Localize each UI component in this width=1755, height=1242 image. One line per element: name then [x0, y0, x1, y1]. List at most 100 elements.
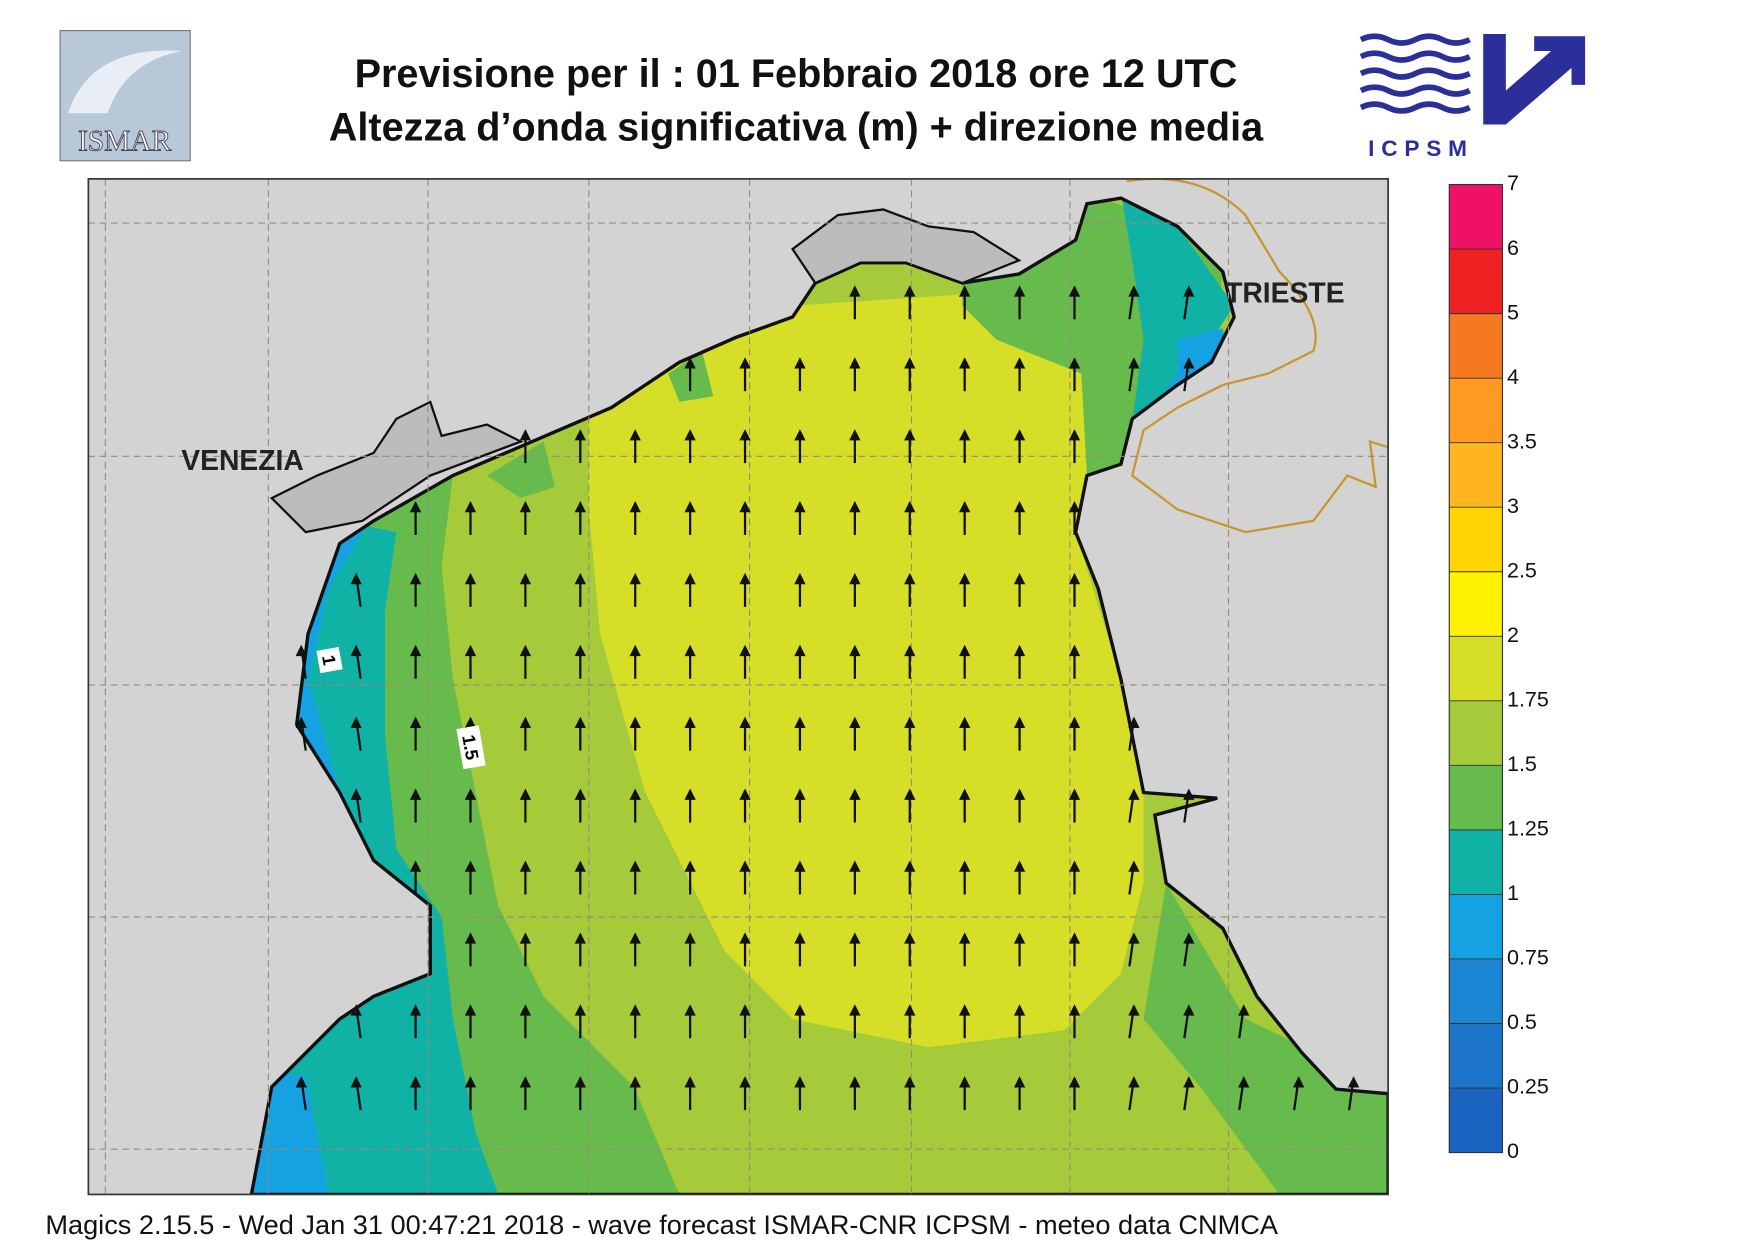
legend-label: 0.75 [1507, 946, 1549, 970]
zone-1-75 [588, 294, 1144, 1048]
arrow-head [849, 860, 861, 872]
contour-label: 1.5 [458, 733, 482, 761]
title-line-1: Previsione per il : 01 Febbraio 2018 ore… [355, 52, 1238, 96]
arrow-head [1183, 1004, 1195, 1016]
arrow-head [739, 357, 751, 369]
legend-label: 3 [1507, 494, 1519, 518]
arrow-head [464, 1076, 477, 1088]
arrow-head [684, 644, 696, 657]
arrow-head [904, 285, 916, 297]
legend-swatch [1449, 1023, 1503, 1089]
arrow-head [849, 932, 861, 944]
arrow-head [1183, 1076, 1195, 1088]
arrow-head [684, 716, 696, 728]
arrow-head [794, 500, 806, 513]
arrow-head [1183, 932, 1195, 944]
contour-label-group: 1.5 [456, 725, 486, 770]
arrow-head [574, 572, 586, 585]
arrow-head [1013, 644, 1026, 657]
legend-swatch [1449, 1088, 1503, 1153]
arrow-head [574, 860, 586, 872]
arrow-head [1068, 572, 1081, 585]
footer: Magics 2.15.5 - Wed Jan 31 00:47:21 2018… [45, 1209, 1278, 1240]
arrow-head [629, 500, 641, 513]
legend-swatch [1449, 184, 1503, 250]
arrow-head [904, 788, 916, 800]
title-line-2: Altezza d’onda significativa (m) + direz… [329, 105, 1264, 149]
arrow-head [904, 1076, 916, 1088]
arrow-head [1128, 716, 1140, 728]
arrow-head [794, 932, 806, 944]
contour-label: 1 [318, 653, 339, 666]
arrow-head [1013, 429, 1026, 441]
arrow-head [574, 500, 586, 513]
arrow-head [684, 1076, 696, 1088]
arrow-head [794, 788, 806, 800]
map-frame [87, 178, 1389, 1196]
map: VENEZIA TRIESTE 1 1.5 [88, 178, 1389, 1195]
arrow-head [959, 644, 971, 657]
arrow-head [794, 716, 806, 728]
arrow-head [904, 932, 916, 944]
legend-swatch [1449, 700, 1503, 766]
place-label: VENEZIA [181, 444, 304, 476]
arrow-head [959, 788, 971, 800]
arrow-head [1128, 932, 1140, 944]
arrow-head [684, 860, 696, 872]
arrow-head [1068, 788, 1081, 800]
arrow-head [1013, 1076, 1026, 1088]
arrow-head [849, 1076, 861, 1088]
contour-label-group: 1 [316, 646, 343, 674]
arrow-head [464, 932, 477, 944]
arrow-head [409, 1076, 422, 1088]
arrow-head [574, 429, 586, 441]
arrow-head [1068, 932, 1081, 944]
arrow-head [350, 644, 362, 657]
arrow-head [1128, 860, 1140, 872]
legend-swatch [1449, 765, 1503, 830]
legend-swatch [1449, 829, 1503, 895]
arrow-head [409, 788, 422, 800]
arrow-head [409, 860, 422, 872]
arrow-head [464, 788, 477, 800]
logo-swirl [67, 50, 182, 114]
arrow-head [1068, 716, 1081, 728]
arrow-head [1013, 716, 1026, 728]
arrow-head [739, 572, 751, 585]
arrow-head [409, 644, 422, 657]
legend-label: 2 [1507, 623, 1519, 647]
logo-left-text: ISMAR [78, 126, 172, 158]
arrow-head [794, 1004, 806, 1016]
arrow-head [409, 572, 422, 585]
arrow-head [1347, 1076, 1360, 1088]
arrow-head [519, 860, 532, 872]
icpsm-logo: ICPSM [1359, 33, 1586, 161]
arrow-head [684, 1004, 696, 1016]
arrow-head [409, 500, 422, 513]
direction-arrows [295, 285, 1360, 1111]
label-box [316, 646, 343, 674]
arrow-head [519, 1004, 532, 1016]
arrow-head [574, 716, 586, 728]
arrow-head [904, 644, 916, 657]
arrow-head [739, 860, 751, 872]
place-label: TRIESTE [1225, 276, 1345, 308]
arrow-head [1013, 860, 1026, 872]
logo-wave [1359, 101, 1471, 114]
arrow-head [959, 500, 971, 513]
ismar-logo: ISMAR [59, 30, 191, 162]
arrow-head [1068, 860, 1081, 872]
arrow-head [409, 716, 422, 728]
arrow-head [350, 1076, 362, 1088]
arrow-head [1068, 285, 1081, 297]
arrow-head [739, 500, 751, 513]
arrow-head [409, 1004, 422, 1016]
arrow-head [1128, 788, 1140, 800]
arrow-head [849, 429, 861, 441]
arrow-head [1128, 285, 1140, 297]
arrow-head [739, 716, 751, 728]
arrow-head [1128, 357, 1140, 369]
arrow-head [849, 644, 861, 657]
arrow-head [464, 1004, 477, 1016]
